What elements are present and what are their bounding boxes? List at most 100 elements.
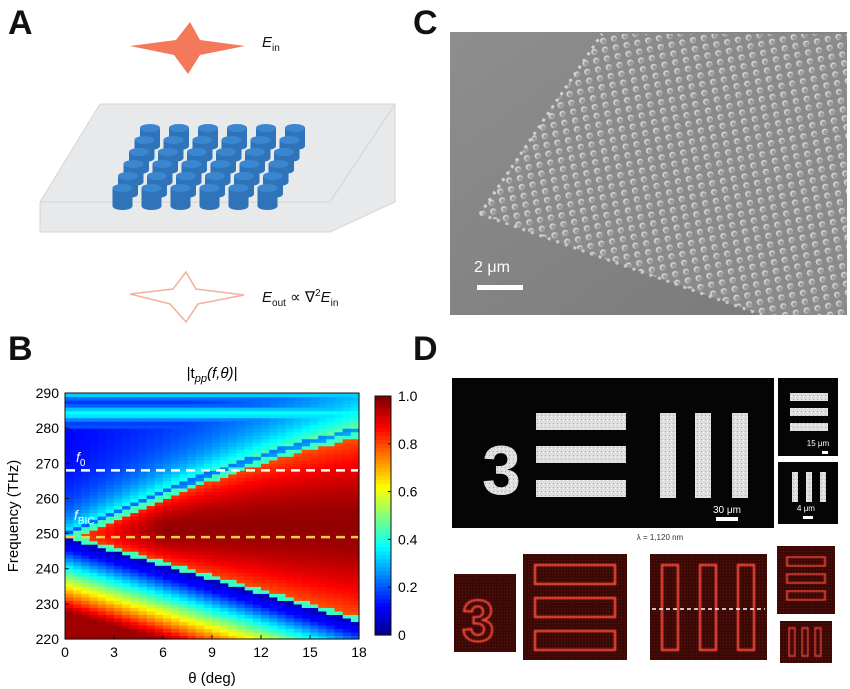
- heatmap-cell: [285, 544, 295, 549]
- heatmap-cell: [154, 396, 164, 401]
- scale-label-15: 15 μm: [807, 439, 830, 448]
- heatmap-cell: [81, 410, 91, 415]
- heatmap-cell: [350, 487, 360, 492]
- heatmap-cell: [252, 628, 262, 633]
- heatmap-cell: [65, 544, 74, 549]
- heatmap-cell: [89, 449, 99, 454]
- heatmap-cell: [146, 603, 156, 608]
- heatmap-cell: [122, 537, 131, 542]
- heatmap-cell: [195, 533, 205, 538]
- heatmap-cell: [220, 449, 229, 454]
- x-axis-label: θ (deg): [188, 670, 236, 687]
- heatmap-cell: [203, 512, 213, 517]
- heatmap-cell: [220, 561, 229, 566]
- heatmap-cell: [187, 477, 197, 482]
- heatmap-cell: [318, 533, 327, 538]
- heatmap-cell: [203, 589, 213, 594]
- heatmap-cell: [73, 572, 82, 577]
- heatmap-cell: [269, 547, 278, 552]
- heatmap-cell: [228, 393, 238, 398]
- heatmap-cell: [293, 519, 303, 524]
- heatmap-cell: [277, 480, 287, 485]
- heatmap-cell: [203, 530, 213, 535]
- heatmap-cell: [81, 516, 91, 521]
- heatmap-cell: [261, 561, 270, 566]
- heatmap-cell: [326, 452, 336, 457]
- heatmap-cell: [154, 445, 164, 450]
- heatmap-cell: [114, 568, 123, 573]
- heatmap-cell: [285, 494, 295, 500]
- heatmap-cell: [130, 526, 140, 531]
- heatmap-cell: [244, 470, 254, 475]
- heatmap-cell: [97, 445, 107, 450]
- heatmap-cell: [342, 452, 352, 457]
- heatmap-cell: [293, 558, 303, 563]
- heatmap-cell: [203, 452, 213, 457]
- heatmap-cell: [97, 442, 107, 447]
- heatmap-cell: [342, 487, 352, 492]
- heatmap-cell: [350, 600, 360, 605]
- heatmap-cell: [277, 533, 287, 538]
- heatmap-cell: [179, 421, 189, 426]
- heatmap-cell: [269, 463, 278, 468]
- colorbar-segment: [375, 559, 391, 564]
- heatmap-cell: [114, 498, 123, 503]
- heatmap-cell: [334, 593, 344, 598]
- heatmap-cell: [220, 400, 229, 405]
- heatmap-cell: [81, 452, 91, 457]
- heatmap-cell: [105, 579, 115, 584]
- heatmap-cell: [212, 624, 221, 630]
- heatmap-cell: [195, 414, 205, 419]
- heatmap-cell: [236, 607, 246, 612]
- heatmap-cell: [326, 442, 336, 447]
- heatmap-cell: [89, 526, 99, 531]
- heatmap-cell: [261, 523, 270, 528]
- heatmap-cell: [277, 610, 287, 615]
- heatmap-cell: [65, 526, 74, 531]
- heatmap-cell: [73, 600, 82, 605]
- heatmap-cell: [293, 449, 303, 454]
- heatmap-cell: [89, 628, 99, 633]
- heatmap-cell: [122, 603, 131, 608]
- heatmap-cell: [261, 610, 270, 615]
- heatmap-cell: [236, 572, 246, 577]
- heatmap-cell: [334, 579, 344, 584]
- heatmap-cell: [252, 519, 262, 524]
- heatmap-cell: [187, 445, 197, 450]
- heatmap-cell: [252, 544, 262, 549]
- heatmap-cell: [252, 393, 262, 398]
- heatmap-cell: [81, 442, 91, 447]
- heatmap-cell: [244, 558, 254, 563]
- heatmap-cell: [171, 393, 180, 398]
- heatmap-cell: [187, 547, 197, 552]
- heatmap-cell: [293, 537, 303, 542]
- heatmap-cell: [342, 635, 352, 640]
- heatmap-cell: [310, 501, 319, 507]
- heatmap-cell: [220, 459, 229, 464]
- heatmap-cell: [252, 635, 262, 640]
- heatmap-cell: [228, 579, 238, 584]
- heatmap-cell: [318, 631, 327, 637]
- heatmap-cell: [212, 600, 221, 605]
- heatmap-cell: [179, 477, 189, 482]
- heatmap-cell: [244, 512, 254, 517]
- heatmap-cell: [89, 579, 99, 584]
- heatmap-cell: [252, 568, 262, 573]
- heatmap-cell: [122, 600, 131, 605]
- heatmap-cell: [138, 438, 148, 443]
- heatmap-cell: [138, 428, 148, 433]
- heatmap-cell: [261, 593, 270, 598]
- colorbar-tick-label: 0.6: [398, 484, 418, 500]
- heatmap-cell: [261, 435, 270, 440]
- heatmap-cell: [293, 593, 303, 598]
- heatmap-cell: [301, 635, 311, 640]
- heatmap-cell: [171, 498, 180, 503]
- digit-3: 3: [482, 431, 521, 509]
- heatmap-cell: [301, 582, 311, 587]
- heatmap-cell: [326, 596, 336, 601]
- heatmap-cell: [244, 501, 254, 507]
- heatmap-cell: [163, 466, 172, 471]
- heatmap-cell: [163, 610, 172, 615]
- heatmap-cell: [146, 452, 156, 457]
- heatmap-cell: [187, 575, 197, 580]
